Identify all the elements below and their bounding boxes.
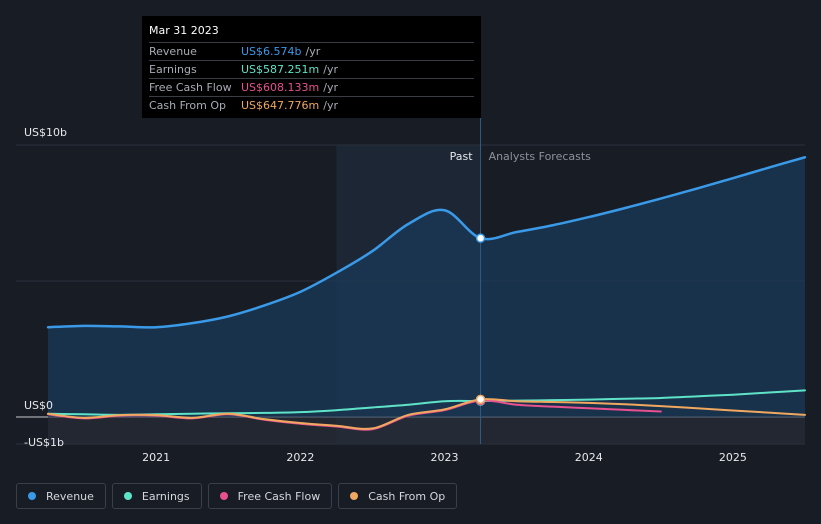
legend-item-cash-from-op[interactable]: Cash From Op bbox=[338, 483, 458, 509]
negative-area bbox=[48, 417, 805, 444]
tooltip-row-revenue: Revenue US$6.574b /yr bbox=[149, 42, 474, 60]
earnings-line bbox=[47, 389, 806, 416]
tooltip-date: Mar 31 2023 bbox=[149, 24, 219, 37]
tooltip-unit: /yr bbox=[305, 45, 321, 58]
tooltip-label: Earnings bbox=[149, 63, 197, 76]
legend-item-free-cash-flow[interactable]: Free Cash Flow bbox=[207, 483, 333, 509]
earnings-dot-icon bbox=[123, 492, 132, 500]
legend-label: Cash From Op bbox=[368, 489, 446, 503]
x-tick-label: 2025 bbox=[719, 451, 747, 464]
tooltip-unit: /yr bbox=[323, 99, 338, 112]
tooltip: Mar 31 2023 Revenue US$6.574b /yr Earnin… bbox=[142, 16, 481, 118]
revenue-area bbox=[48, 157, 805, 418]
tooltip-label: Cash From Op bbox=[149, 99, 227, 112]
tooltip-value: US$587.251m bbox=[241, 63, 320, 76]
tooltip-row-free-cash-flow: Free Cash Flow US$608.133m /yr bbox=[149, 78, 474, 96]
legend-label: Free Cash Flow bbox=[237, 489, 321, 503]
cash-from-op-line bbox=[47, 398, 806, 430]
legend-label: Revenue bbox=[46, 489, 94, 503]
cash-from-op-marker bbox=[475, 394, 486, 405]
revenue-dot-icon bbox=[28, 492, 36, 500]
tooltip-label: Free Cash Flow bbox=[149, 81, 232, 94]
y-tick-label: -US$1b bbox=[24, 436, 64, 449]
tooltip-value: US$608.133m bbox=[241, 81, 320, 94]
legend: Revenue Earnings Free Cash Flow Cash Fro… bbox=[16, 483, 458, 511]
tooltip-label: Revenue bbox=[149, 45, 197, 58]
forecast-label: Analysts Forecasts bbox=[489, 150, 592, 163]
past-label: Past bbox=[450, 150, 474, 163]
legend-label: Earnings bbox=[141, 489, 190, 503]
series-lines bbox=[46, 155, 807, 431]
tooltip-row-cash-from-op: Cash From Op US$647.776m /yr bbox=[149, 96, 474, 114]
x-tick-label: 2021 bbox=[142, 451, 170, 464]
legend-item-revenue[interactable]: Revenue bbox=[16, 483, 106, 509]
y-tick-label: US$10b bbox=[24, 126, 67, 139]
tooltip-row-earnings: Earnings US$587.251m /yr bbox=[149, 60, 474, 78]
tooltip-value: US$647.776m bbox=[241, 99, 320, 112]
revenue-line bbox=[46, 155, 807, 329]
legend-item-earnings[interactable]: Earnings bbox=[111, 483, 202, 509]
tooltip-unit: /yr bbox=[323, 81, 338, 94]
cash-from-op-dot-icon bbox=[350, 492, 359, 500]
revenue-marker bbox=[475, 233, 486, 243]
x-tick-label: 2023 bbox=[431, 451, 459, 464]
tooltip-unit: /yr bbox=[323, 63, 338, 76]
x-tick-label: 2024 bbox=[575, 451, 603, 464]
tooltip-value: US$6.574b bbox=[241, 45, 302, 58]
free-cash-flow-dot-icon bbox=[219, 492, 228, 500]
y-tick-label: US$0 bbox=[24, 399, 53, 412]
x-axis-labels: 2021 2022 2023 2024 2025 bbox=[142, 451, 747, 464]
x-tick-label: 2022 bbox=[286, 451, 314, 464]
highlight-markers bbox=[475, 233, 486, 406]
y-axis-labels: US$10b US$0 -US$1b bbox=[24, 126, 67, 449]
